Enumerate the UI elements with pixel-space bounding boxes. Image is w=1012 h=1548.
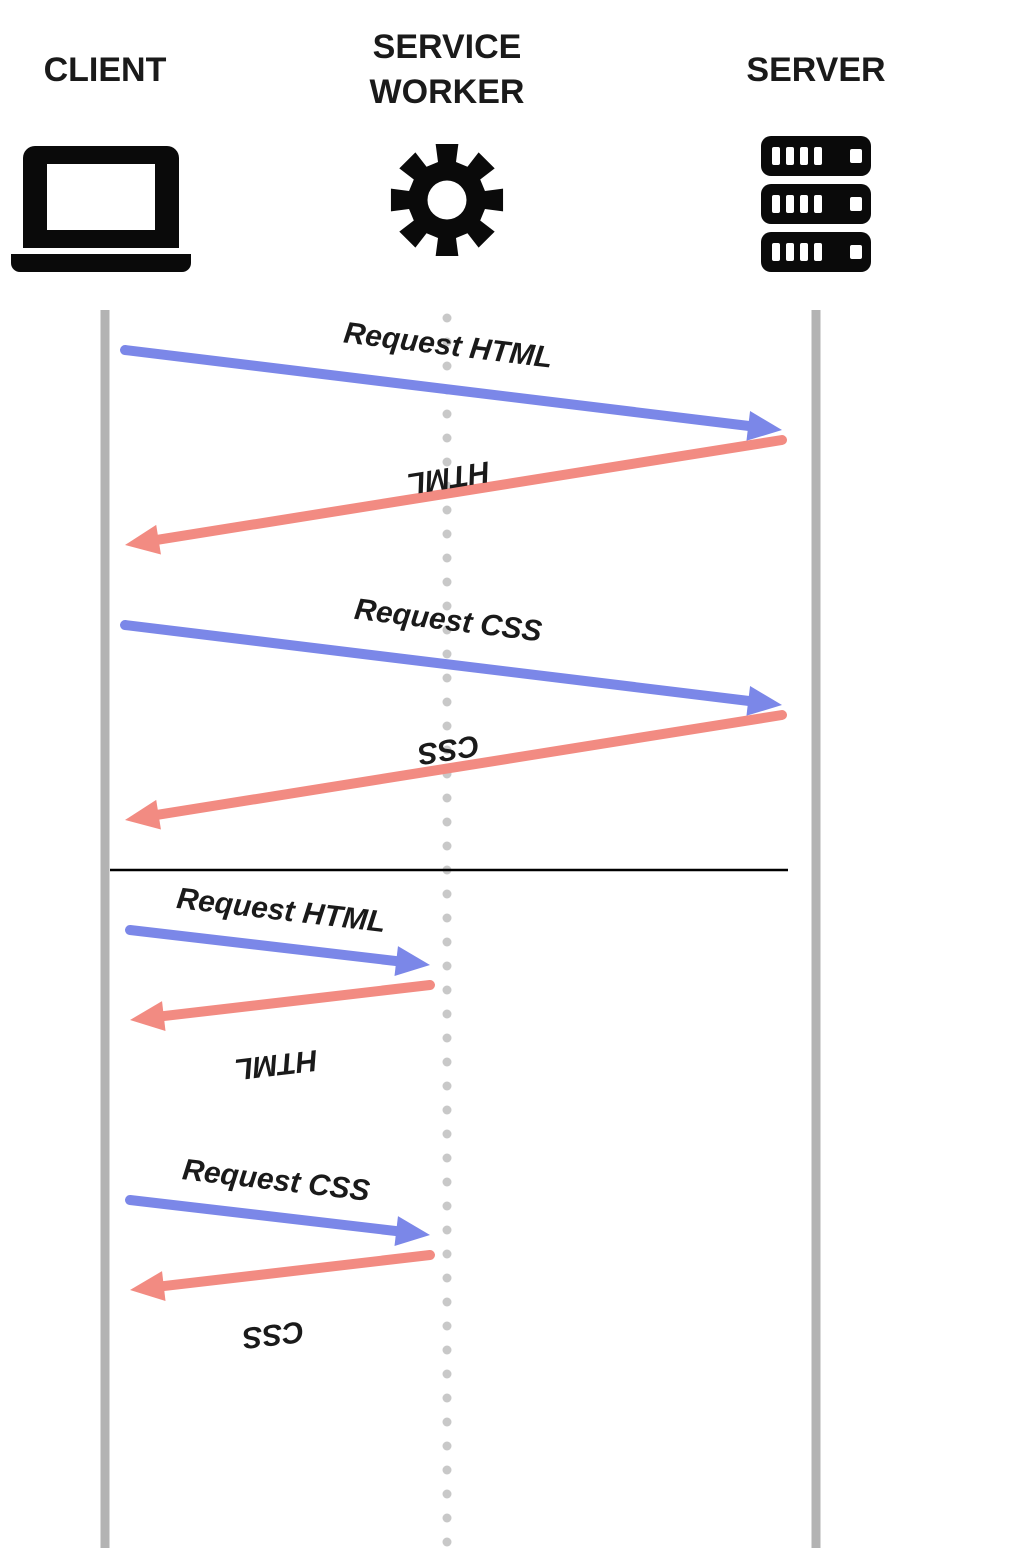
service-worker-header-line1: SERVICE	[373, 28, 522, 66]
label-req-css-2: Request CSS	[181, 1153, 372, 1208]
laptop-icon	[11, 146, 191, 272]
label-req-css-1: Request CSS	[353, 593, 544, 649]
label-res-css-2: CSS	[241, 1314, 306, 1354]
label-res-html-2: HTML	[233, 1043, 320, 1085]
gear-icon	[391, 144, 503, 256]
label-req-html-2: Request HTML	[175, 882, 387, 939]
arrow-res-html-1: HTML	[125, 440, 782, 554]
arrow-req-html-2: Request HTML	[130, 882, 430, 976]
client-header: CLIENT	[44, 51, 167, 89]
server-icon	[761, 136, 871, 272]
arrow-res-css-2: CSS	[130, 1255, 430, 1354]
arrow-res-css-1: CSS	[125, 715, 782, 829]
arrow-res-html-2: HTML	[130, 985, 430, 1086]
service-worker-header-line2: WORKER	[370, 73, 525, 111]
arrow-req-html-1: Request HTML	[125, 316, 782, 440]
arrow-req-css-2: Request CSS	[130, 1153, 430, 1246]
arrow-req-css-1: Request CSS	[125, 593, 782, 716]
server-header: SERVER	[746, 51, 885, 89]
